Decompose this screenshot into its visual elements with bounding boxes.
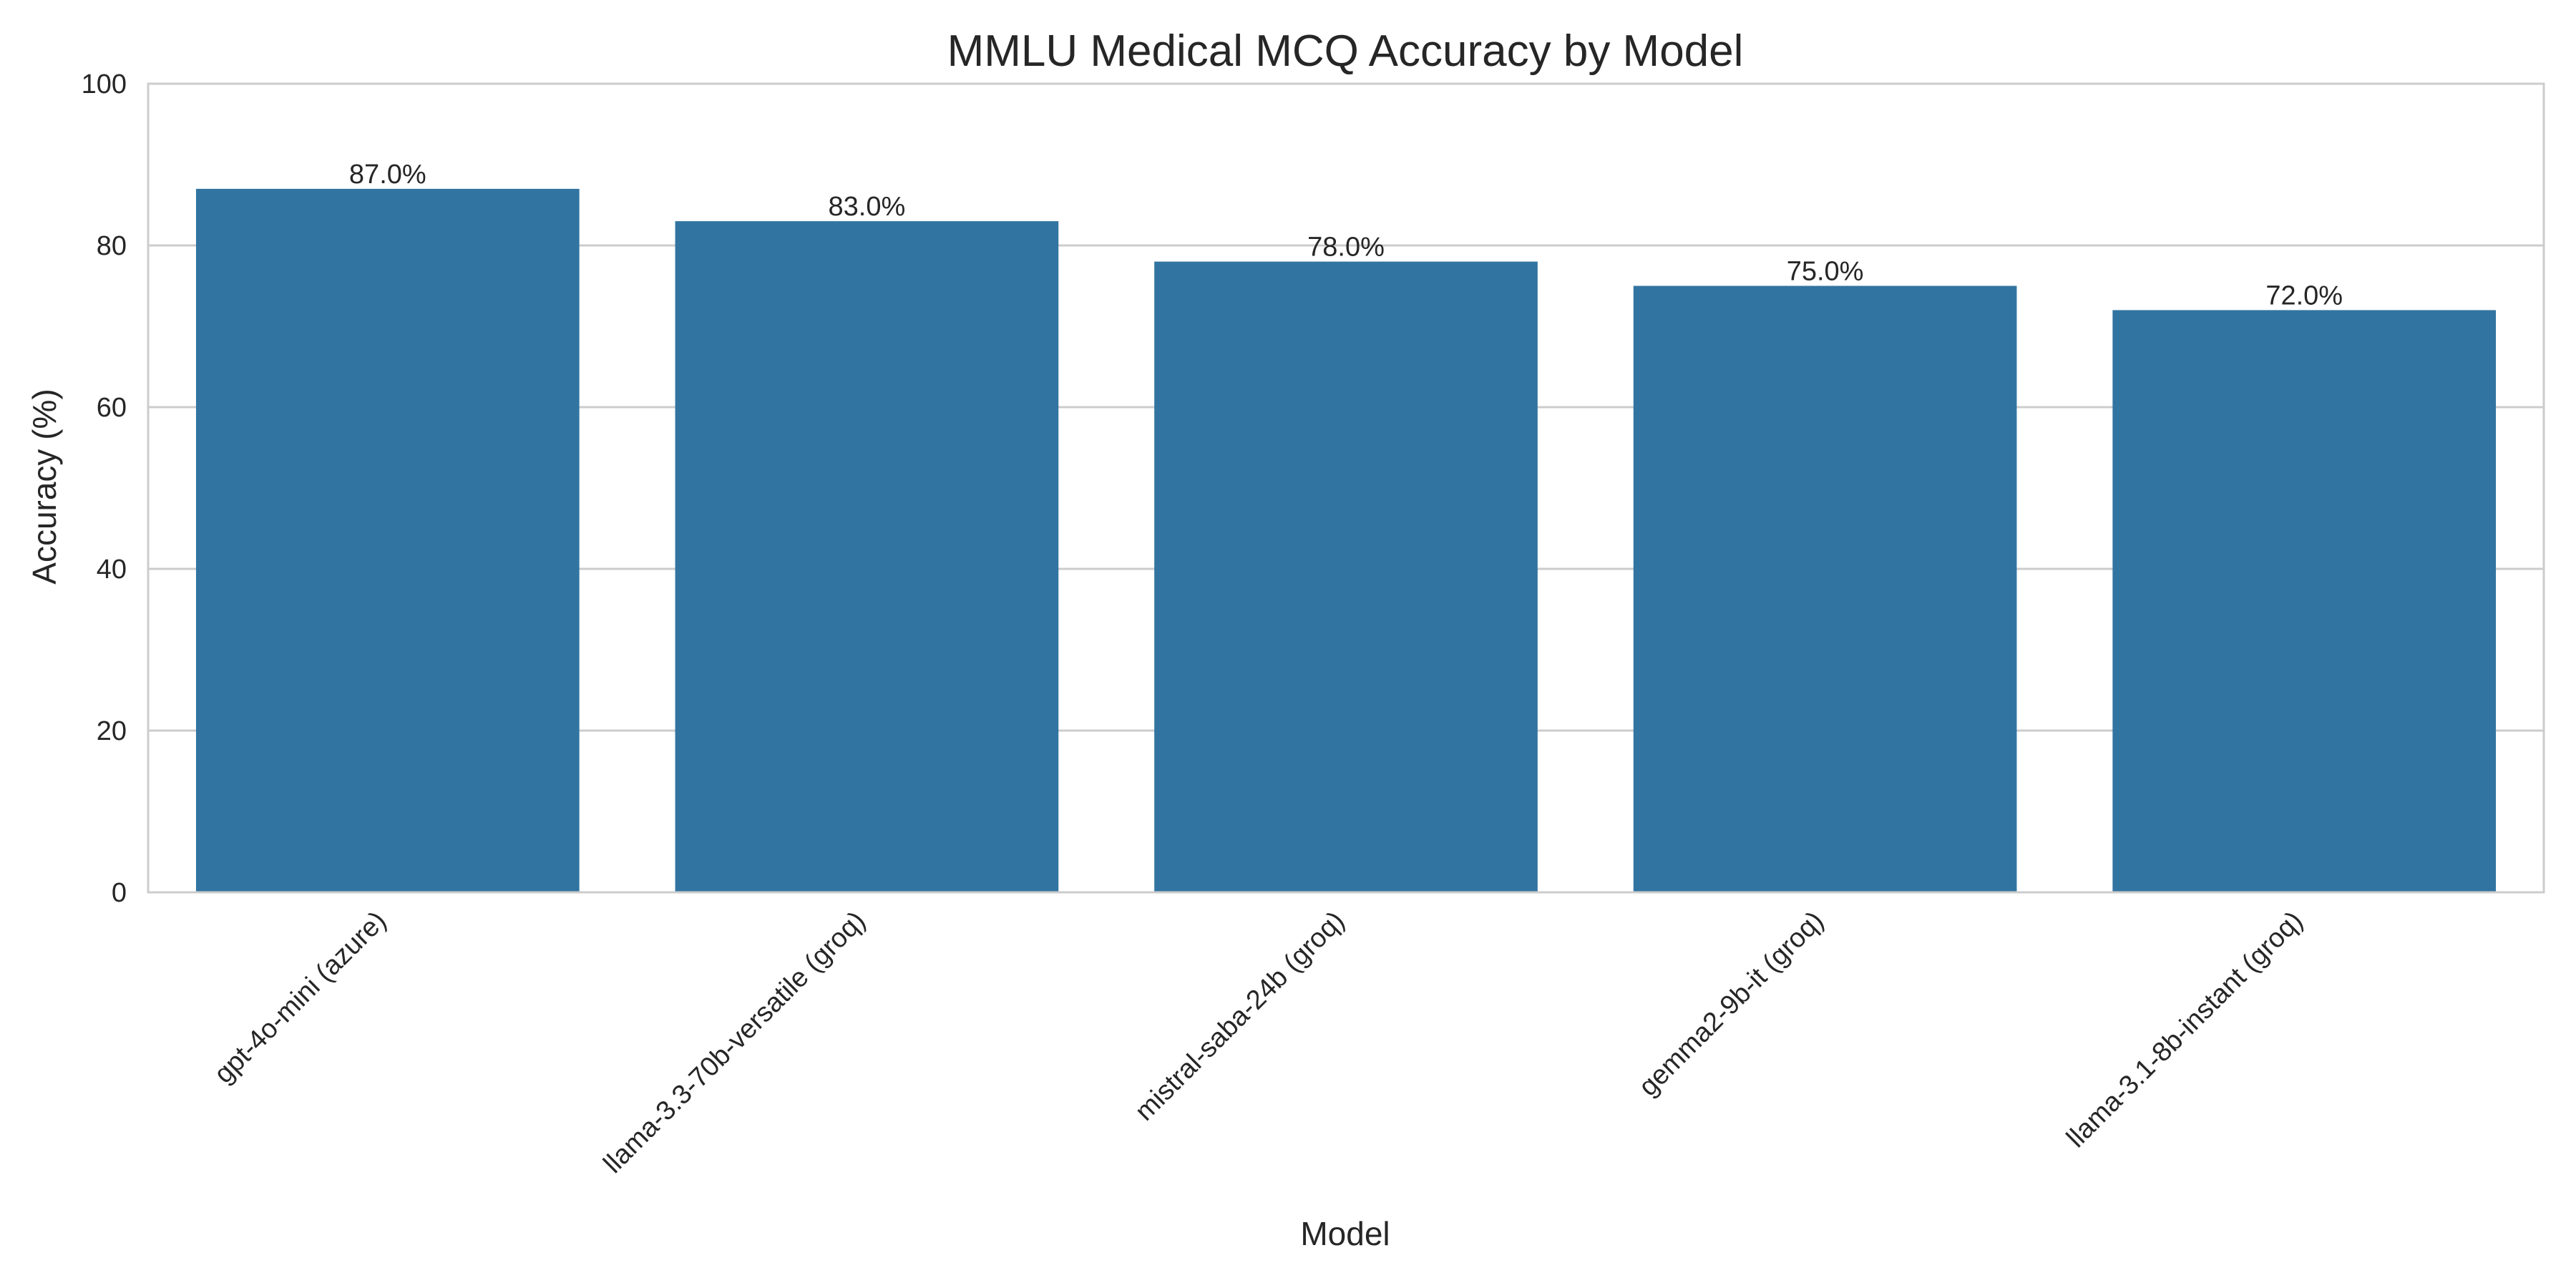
x-axis-label: Model [1300, 1215, 1390, 1252]
y-tick-label: 0 [112, 878, 127, 908]
bar-value-label: 83.0% [829, 192, 906, 222]
x-tick-label: gemma2-9b-it (groq) [1633, 906, 1830, 1103]
bar-value-label: 75.0% [1787, 257, 1864, 287]
bar [195, 188, 580, 892]
bar-value-label: 87.0% [349, 160, 426, 190]
x-tick-label: gpt-4o-mini (azure) [208, 906, 392, 1090]
bar [1154, 261, 1538, 893]
y-axis-label: Accuracy (%) [26, 389, 63, 584]
x-tick-labels: gpt-4o-mini (azure) llama-3.3-70b-versati… [208, 906, 2308, 1179]
y-tick-label: 100 [82, 69, 127, 99]
x-tick-label: llama-3.1-8b-instant (groq) [2061, 906, 2308, 1153]
y-tick-label: 20 [97, 716, 127, 746]
y-tick-label: 60 [97, 393, 127, 423]
bar-value-label: 78.0% [1307, 233, 1385, 263]
chart-title: MMLU Medical MCQ Accuracy by Model [947, 26, 1744, 76]
bar-value-label: 72.0% [2265, 280, 2343, 311]
bar [2112, 310, 2497, 892]
x-tick-label: llama-3.3-70b-versatile (groq) [598, 906, 872, 1179]
x-tick-label: mistral-saba-24b (groq) [1129, 906, 1350, 1127]
y-tick-labels: 0 20 40 60 80 100 [82, 69, 127, 908]
bar [1633, 286, 2017, 892]
bars [195, 188, 2497, 893]
data-labels: 87.0% 83.0% 78.0% 75.0% 72.0% [349, 160, 2343, 311]
plot-frame [147, 82, 2545, 894]
y-tick-label: 80 [97, 231, 127, 261]
bar [675, 221, 1059, 893]
y-tick-label: 40 [97, 555, 127, 585]
